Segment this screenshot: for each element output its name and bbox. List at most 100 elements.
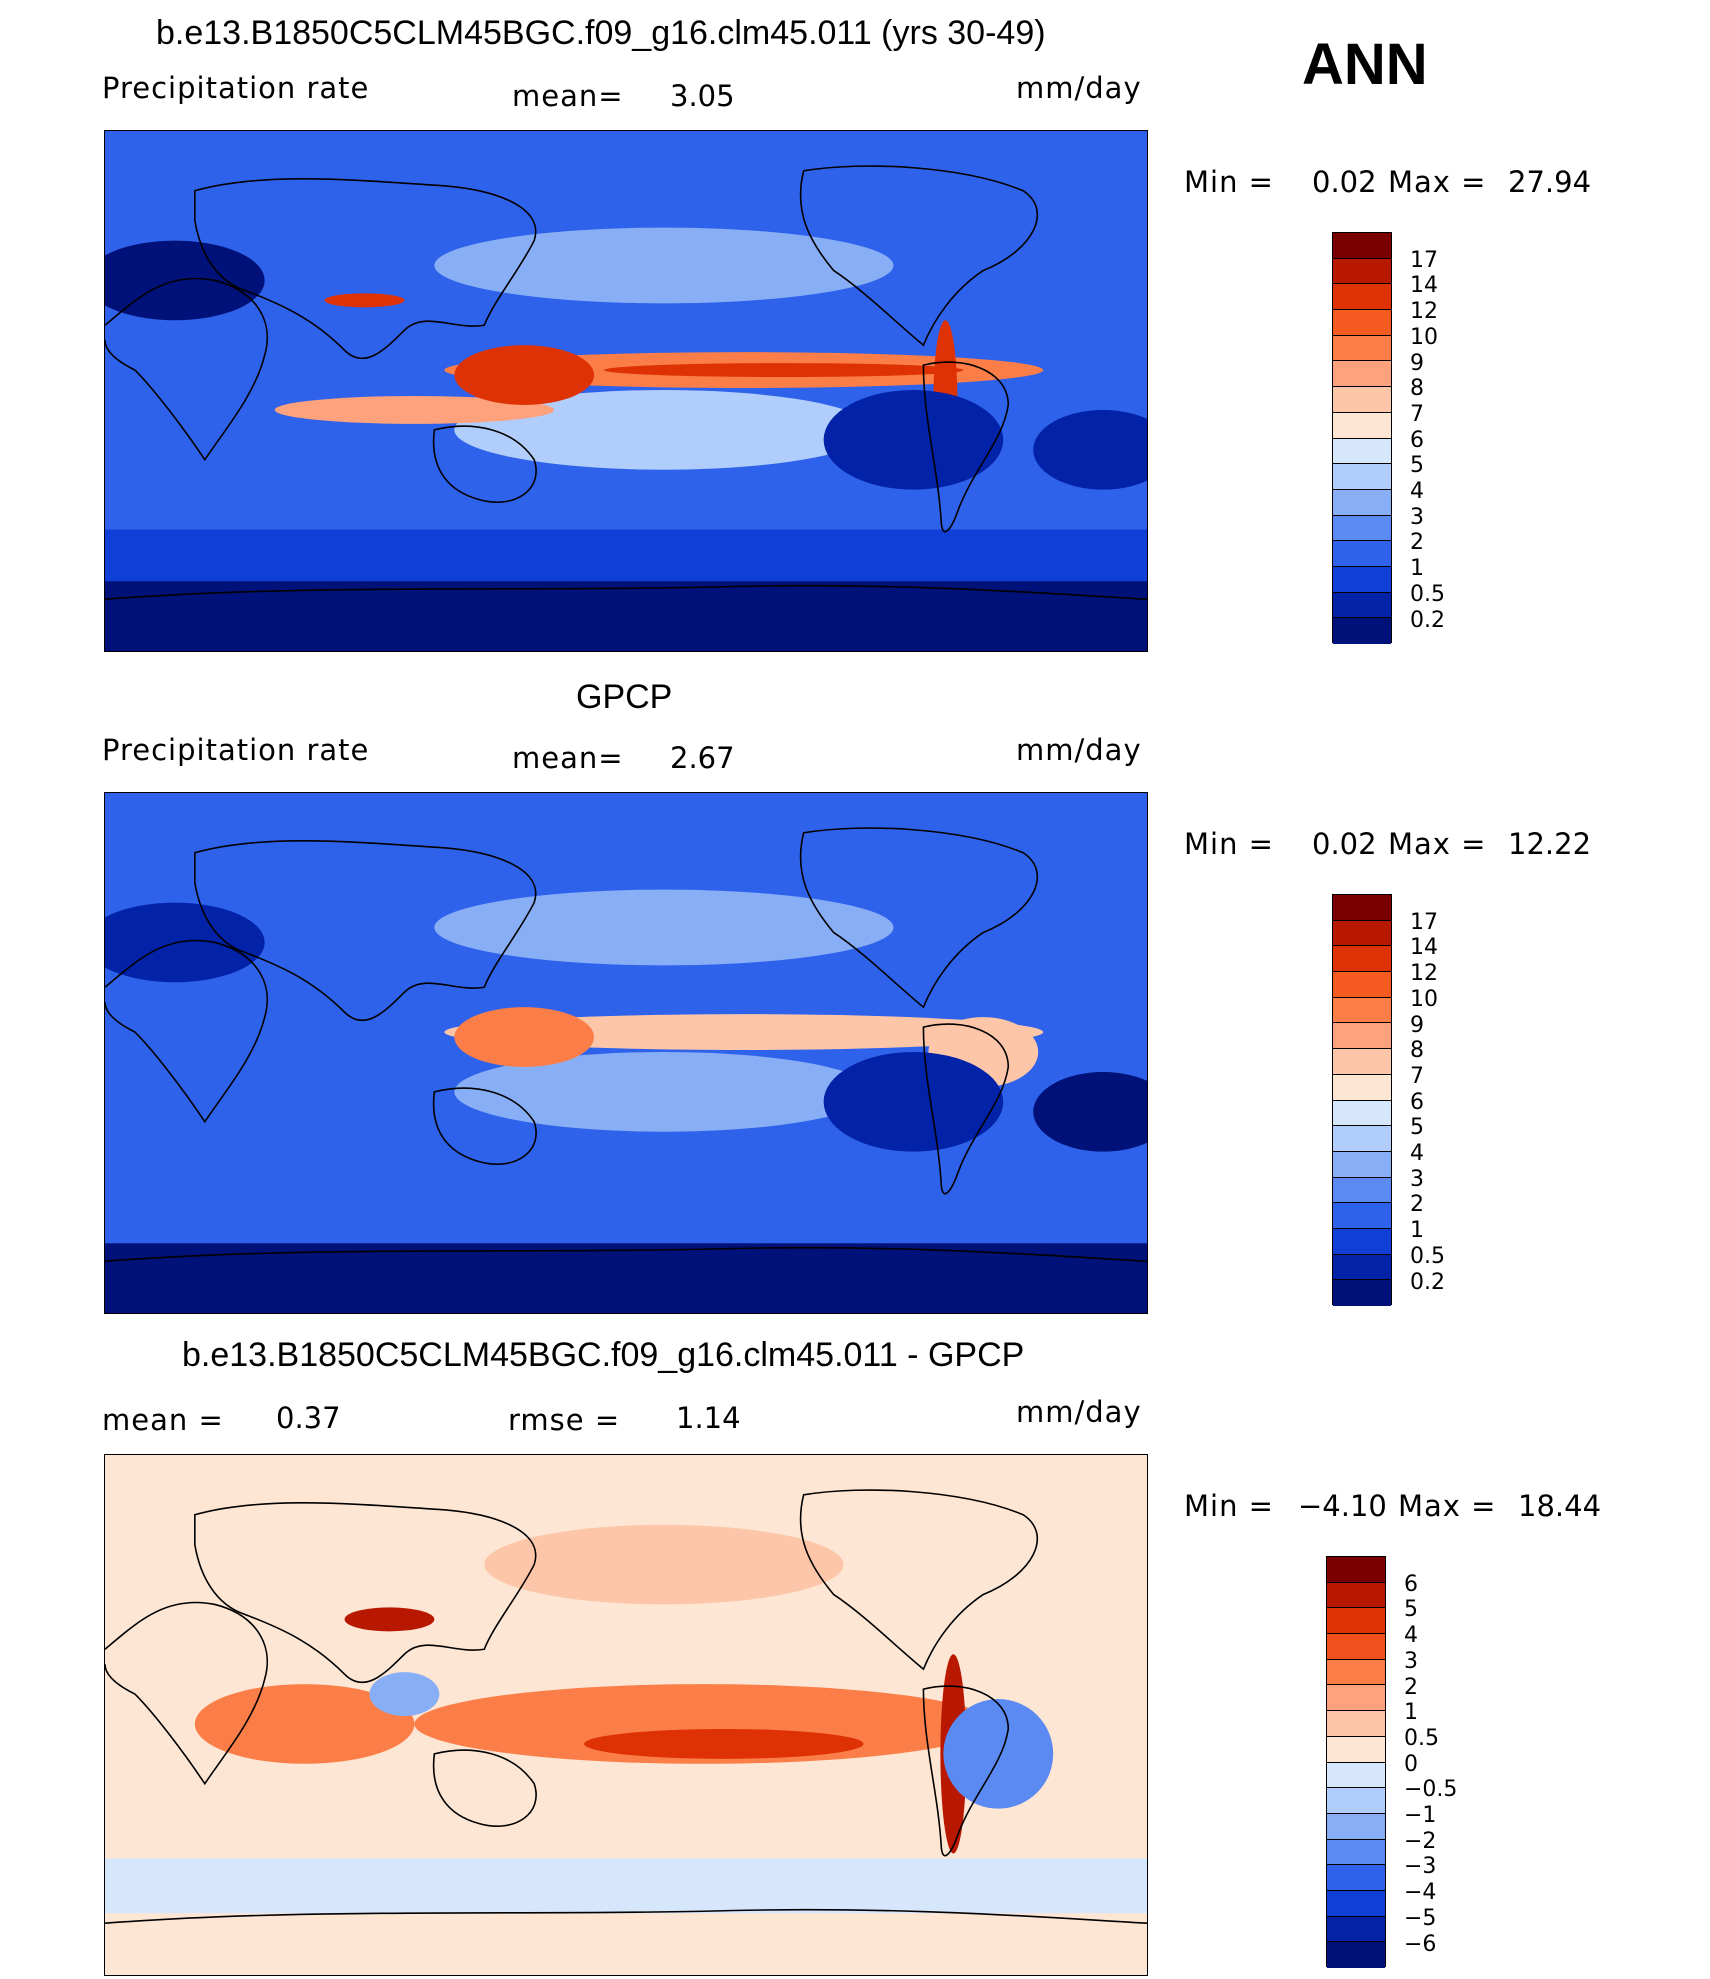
colorbar-tick-label: 5 (1410, 453, 1424, 479)
colorbar-swatch (1333, 946, 1391, 973)
panel3-min-label: Min = (1184, 1489, 1274, 1523)
panel2-units: mm/day (1016, 733, 1142, 767)
panel1-min-value: 0.02 (1312, 165, 1377, 199)
coastline (432, 1087, 537, 1165)
coastline (799, 827, 1039, 1009)
field-north-pacific-track (434, 889, 894, 966)
panel1-variable: Precipitation rate (102, 71, 370, 105)
field-maritime-continent (454, 345, 595, 405)
panel3-mean-value: 0.37 (276, 1401, 341, 1435)
field-east-pacific-dry (823, 390, 1004, 490)
colorbar-tick-label: 8 (1410, 1038, 1424, 1064)
field-high-south (105, 1858, 1147, 1914)
panel1-max-label: Max = (1388, 165, 1487, 199)
colorbar-swatch (1327, 1582, 1385, 1609)
colorbar-tick-label: 1 (1404, 1700, 1418, 1726)
field-pacific-core (584, 1728, 864, 1759)
colorbar-tick-label: 17 (1410, 247, 1438, 273)
colorbar-swatch (1333, 1280, 1391, 1306)
colorbar-swatch (1333, 1074, 1391, 1101)
coastline (194, 1502, 537, 1684)
field-west-pacific-dry (369, 1672, 440, 1716)
field-south-pacific-spcz (454, 1052, 874, 1132)
panel3-rmse-label: rmse = (508, 1403, 621, 1437)
field-itcz-pacific (444, 1014, 1044, 1051)
colorbar-tick-label: 8 (1410, 376, 1424, 402)
coastline (922, 361, 1010, 533)
panel3-mean-label: mean = (102, 1403, 224, 1437)
colorbar-swatch (1327, 1839, 1385, 1866)
panel1-mean-label: mean= (512, 79, 624, 113)
field-indian-ocean-wet (194, 1684, 415, 1764)
colorbar-tick-label: 6 (1404, 1571, 1418, 1597)
panel1-mean-value: 3.05 (670, 79, 735, 113)
colorbar-swatch (1333, 258, 1391, 285)
colorbar-swatch (1333, 895, 1391, 921)
colorbar-swatch (1327, 1916, 1385, 1943)
panel3-map (104, 1454, 1148, 1976)
panel3-min-value: −4.10 (1298, 1489, 1387, 1523)
colorbar-tick-label: 12 (1410, 299, 1438, 325)
coastline (105, 584, 1147, 600)
colorbar-tick-label: 3 (1404, 1648, 1418, 1674)
colorbar-swatch (1333, 541, 1391, 567)
colorbar-tick-label: −4 (1404, 1880, 1437, 1906)
colorbar-tick-label: 2 (1404, 1674, 1418, 1700)
colorbar-tick-label: 6 (1410, 1089, 1424, 1115)
colorbar-tick-label: 10 (1410, 986, 1438, 1012)
colorbar-swatch (1333, 1151, 1391, 1178)
colorbar-swatch (1327, 1942, 1385, 1968)
colorbar-swatch (1333, 618, 1391, 644)
colorbar-swatch (1333, 438, 1391, 465)
colorbar-swatch (1333, 464, 1391, 490)
panel1-map (104, 130, 1148, 652)
field-south-pacific-spcz (454, 390, 874, 470)
colorbar-tick-label: 5 (1410, 1115, 1424, 1141)
field-antarctic (105, 1243, 1147, 1313)
colorbar-swatch (1327, 1890, 1385, 1917)
colorbar-swatch (1333, 1228, 1391, 1255)
panel2-variable: Precipitation rate (102, 733, 370, 767)
colorbar-tick-label: 3 (1410, 504, 1424, 530)
colorbar-swatch (1333, 566, 1391, 593)
coastline (432, 1749, 537, 1827)
colorbar-tick-label: −5 (1404, 1905, 1437, 1931)
panel2-colorbar (1332, 894, 1392, 1306)
colorbar-swatch (1333, 1254, 1391, 1281)
colorbar-swatch (1333, 1203, 1391, 1229)
colorbar-tick-label: 0 (1404, 1751, 1418, 1777)
panel1-title: b.e13.B1850C5CLM45BGC.f09_g16.clm45.011 … (156, 14, 1046, 52)
colorbar-tick-label: 0.5 (1410, 1243, 1445, 1269)
field-north-pacific-wet (484, 1524, 844, 1605)
colorbar-tick-label: 10 (1410, 324, 1438, 350)
colorbar-swatch (1333, 1126, 1391, 1152)
colorbar-swatch (1327, 1813, 1385, 1840)
panel3-units: mm/day (1016, 1395, 1142, 1429)
colorbar-swatch (1333, 387, 1391, 413)
colorbar-swatch (1327, 1865, 1385, 1891)
colorbar-tick-label: 14 (1410, 273, 1438, 299)
colorbar-swatch (1327, 1608, 1385, 1635)
colorbar-tick-label: 2 (1410, 530, 1424, 556)
colorbar-swatch (1327, 1685, 1385, 1712)
panel2-map (104, 792, 1148, 1314)
coastline (105, 277, 269, 462)
coastline (194, 840, 537, 1022)
coastline (922, 1023, 1010, 1195)
colorbar-tick-label: 7 (1410, 1063, 1424, 1089)
colorbar-swatch (1333, 361, 1391, 388)
colorbar-tick-label: 4 (1404, 1623, 1418, 1649)
colorbar-swatch (1333, 1049, 1391, 1075)
panel3-max-value: 18.44 (1518, 1489, 1602, 1523)
colorbar-tick-label: 0.2 (1410, 607, 1445, 633)
colorbar-swatch (1333, 592, 1391, 619)
panel2-max-value: 12.22 (1508, 827, 1592, 861)
colorbar-tick-label: 1 (1410, 556, 1424, 582)
colorbar-swatch (1333, 233, 1391, 259)
panel1-min-label: Min = (1184, 165, 1274, 199)
colorbar-swatch (1327, 1659, 1385, 1686)
colorbar-tick-label: 17 (1410, 909, 1438, 935)
colorbar-swatch (1327, 1788, 1385, 1814)
colorbar-swatch (1333, 335, 1391, 362)
panel2-min-label: Min = (1184, 827, 1274, 861)
